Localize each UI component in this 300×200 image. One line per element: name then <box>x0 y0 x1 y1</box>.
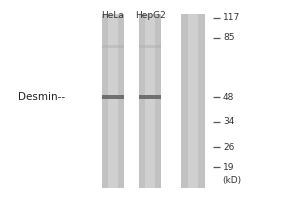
Text: (kD): (kD) <box>222 176 241 186</box>
Text: 85: 85 <box>223 33 235 43</box>
Text: HepG2: HepG2 <box>135 11 165 20</box>
Text: 48: 48 <box>223 92 234 102</box>
Text: 19: 19 <box>223 162 235 171</box>
Bar <box>188 14 198 188</box>
Text: 34: 34 <box>223 117 234 127</box>
Bar <box>102 95 124 99</box>
Text: Desmin--: Desmin-- <box>18 92 65 102</box>
Bar <box>145 14 155 188</box>
Bar <box>102 14 124 188</box>
Text: 117: 117 <box>223 14 240 22</box>
Bar <box>139 14 161 188</box>
Text: 26: 26 <box>223 142 234 152</box>
Bar <box>139 45 161 47</box>
Bar <box>139 95 161 99</box>
Bar <box>102 45 124 47</box>
Bar <box>181 14 205 188</box>
Text: HeLa: HeLa <box>102 11 124 20</box>
Bar <box>108 14 118 188</box>
